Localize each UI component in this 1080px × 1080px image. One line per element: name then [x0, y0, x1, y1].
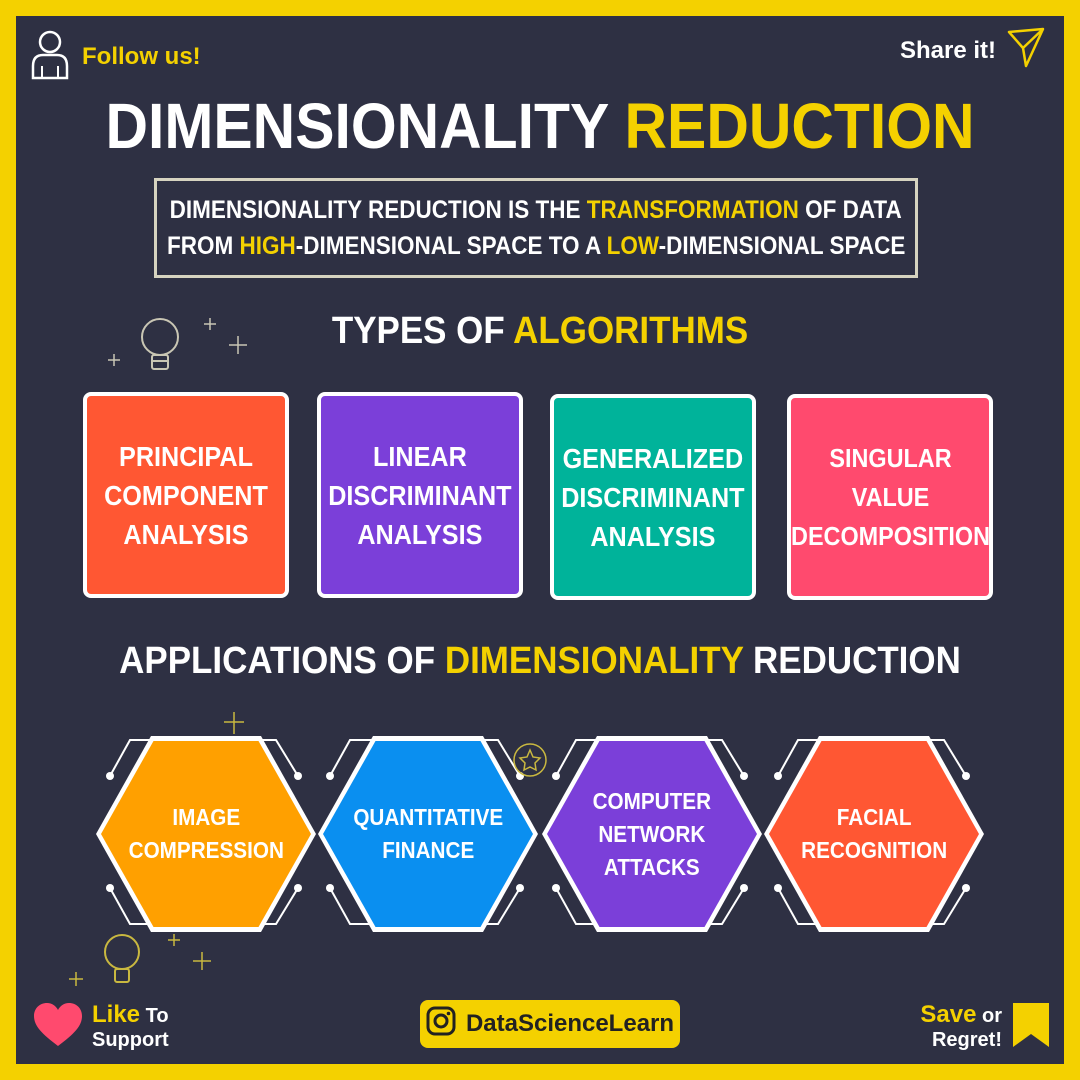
definition-text: -DIMENSIONAL SPACE TO A	[295, 232, 607, 260]
hex-fill: COMPUTER NETWORK ATTACKS	[547, 741, 757, 927]
application-label: IMAGE COMPRESSION	[128, 804, 284, 863]
lightbulb-icon	[64, 930, 224, 999]
definition-box: DIMENSIONALITY REDUCTION IS THE TRANSFOR…	[154, 178, 918, 278]
instagram-handle-button[interactable]: DataScienceLearn	[420, 1000, 680, 1048]
lightbulb-icon	[104, 312, 254, 387]
like-line-2: Support	[92, 1029, 169, 1051]
heart-icon	[32, 1002, 84, 1053]
application-hex-image-compression: IMAGE COMPRESSION	[96, 736, 316, 932]
algorithm-card-pca: PRINCIPAL COMPONENT ANALYSIS	[83, 392, 289, 598]
types-heading: TYPES OF ALGORITHMS	[43, 310, 1037, 353]
algorithm-label: GENERALIZED DISCRIMINANT ANALYSIS	[561, 442, 745, 552]
applications-heading-part-1: APPLICATIONS OF	[119, 640, 436, 682]
application-hex-computer-network-attacks: COMPUTER NETWORK ATTACKS	[542, 736, 762, 932]
definition-text: DIMENSIONALITY REDUCTION IS THE	[169, 196, 588, 224]
definition-highlight: LOW	[606, 232, 659, 260]
hex-fill: IMAGE COMPRESSION	[101, 741, 311, 927]
definition-line-1: DIMENSIONALITY REDUCTION IS THE TRANSFOR…	[170, 192, 902, 228]
definition-text: FROM	[166, 232, 240, 260]
algorithm-label: LINEAR DISCRIMINANT ANALYSIS	[328, 440, 512, 550]
paper-plane-icon	[1006, 26, 1046, 75]
application-label: QUANTITATIVE FINANCE	[353, 804, 503, 863]
algorithm-card-gda: GENERALIZED DISCRIMINANT ANALYSIS	[550, 394, 756, 600]
like-rest: To	[145, 1005, 169, 1027]
application-label: COMPUTER NETWORK ATTACKS	[592, 787, 712, 880]
definition-highlight: TRANSFORMATION	[587, 196, 800, 224]
algorithm-card-lda: LINEAR DISCRIMINANT ANALYSIS	[317, 392, 523, 598]
title-part-2: REDUCTION	[624, 90, 975, 162]
algorithm-card-svd: SINGULAR VALUE DECOMPOSITION	[787, 394, 993, 600]
page-title: DIMENSIONALITY REDUCTION	[43, 88, 1037, 164]
applications-heading-part-2: DIMENSIONALITY	[444, 640, 744, 682]
types-heading-part-2: ALGORITHMS	[513, 310, 749, 352]
hex-fill: FACIAL RECOGNITION	[769, 741, 979, 927]
instagram-icon	[426, 1006, 456, 1043]
definition-line-2: FROM HIGH-DIMENSIONAL SPACE TO A LOW-DIM…	[167, 228, 905, 264]
like-word: Like	[92, 1001, 141, 1028]
save-text: Save or Regret!	[920, 1003, 1002, 1052]
save-or-regret[interactable]: Save or Regret!	[920, 1002, 1050, 1053]
application-hex-facial-recognition: FACIAL RECOGNITION	[764, 736, 984, 932]
share-it-link[interactable]: Share it!	[900, 26, 1046, 75]
definition-highlight: HIGH	[239, 232, 296, 260]
follow-us-link[interactable]: Follow us!	[30, 28, 201, 85]
definition-text: -DIMENSIONAL SPACE	[658, 232, 906, 260]
applications-heading: APPLICATIONS OF DIMENSIONALITY REDUCTION	[43, 640, 1037, 683]
instagram-handle: DataScienceLearn	[465, 1010, 675, 1037]
application-hex-quantitative-finance: QUANTITATIVE FINANCE	[318, 736, 538, 932]
save-rest: or	[982, 1005, 1002, 1027]
title-part-1: DIMENSIONALITY	[105, 90, 609, 162]
application-label: FACIAL RECOGNITION	[800, 804, 948, 863]
save-line-2: Regret!	[931, 1029, 1002, 1051]
bookmark-icon	[1012, 1002, 1050, 1053]
like-to-support[interactable]: Like To Support	[32, 1002, 169, 1053]
save-word: Save	[920, 1001, 977, 1028]
user-icon	[30, 28, 70, 85]
algorithm-label: PRINCIPAL COMPONENT ANALYSIS	[104, 440, 268, 550]
like-text: Like To Support	[92, 1003, 169, 1052]
applications-heading-part-3: REDUCTION	[753, 640, 961, 682]
definition-text: OF DATA	[799, 196, 903, 224]
algorithm-label: SINGULAR VALUE DECOMPOSITION	[790, 442, 990, 551]
share-it-label: Share it!	[899, 36, 996, 64]
hex-fill: QUANTITATIVE FINANCE	[323, 741, 533, 927]
types-heading-part-1: TYPES OF	[331, 310, 505, 352]
follow-us-label: Follow us!	[82, 42, 201, 70]
